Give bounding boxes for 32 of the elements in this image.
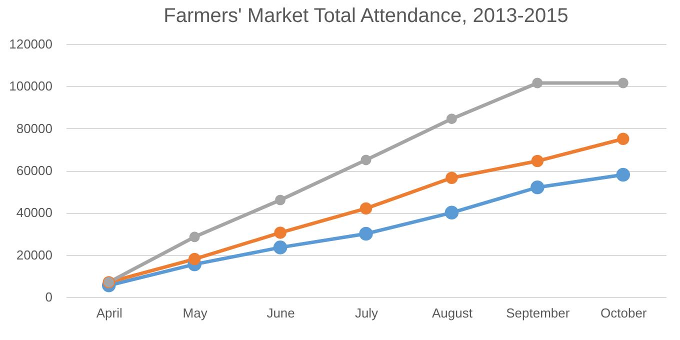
point [274, 226, 286, 239]
y-tick-label: 40000 [16, 205, 52, 220]
point [360, 202, 372, 215]
point [618, 78, 628, 88]
point [530, 180, 544, 194]
point [444, 206, 459, 220]
point [616, 168, 630, 182]
y-tick-label: 100000 [9, 78, 52, 94]
point [275, 194, 286, 206]
x-tick-label: April [96, 306, 122, 320]
point [359, 226, 373, 241]
x-tick-label: June [266, 306, 295, 320]
y-tick-label: 0 [45, 290, 52, 304]
x-tick-label: October [600, 306, 648, 320]
point [188, 252, 201, 266]
point [446, 172, 458, 184]
y-tick-label: 20000 [16, 247, 52, 262]
point [617, 132, 630, 145]
y-tick-label: 60000 [16, 163, 52, 178]
point [531, 154, 544, 168]
x-tick-label: May [182, 306, 208, 320]
y-tick-label: 80000 [16, 120, 52, 136]
chart-title: Farmers' Market Total Attendance, 2013-2015 [164, 5, 568, 27]
y-tick-label: 120000 [9, 36, 52, 52]
point [189, 232, 200, 242]
point [446, 114, 457, 124]
x-tick-label: August [432, 306, 473, 320]
point [532, 78, 543, 88]
x-tick-label: September [506, 306, 570, 320]
x-tick-label: July [354, 306, 379, 320]
point [273, 240, 288, 254]
point [360, 154, 372, 166]
